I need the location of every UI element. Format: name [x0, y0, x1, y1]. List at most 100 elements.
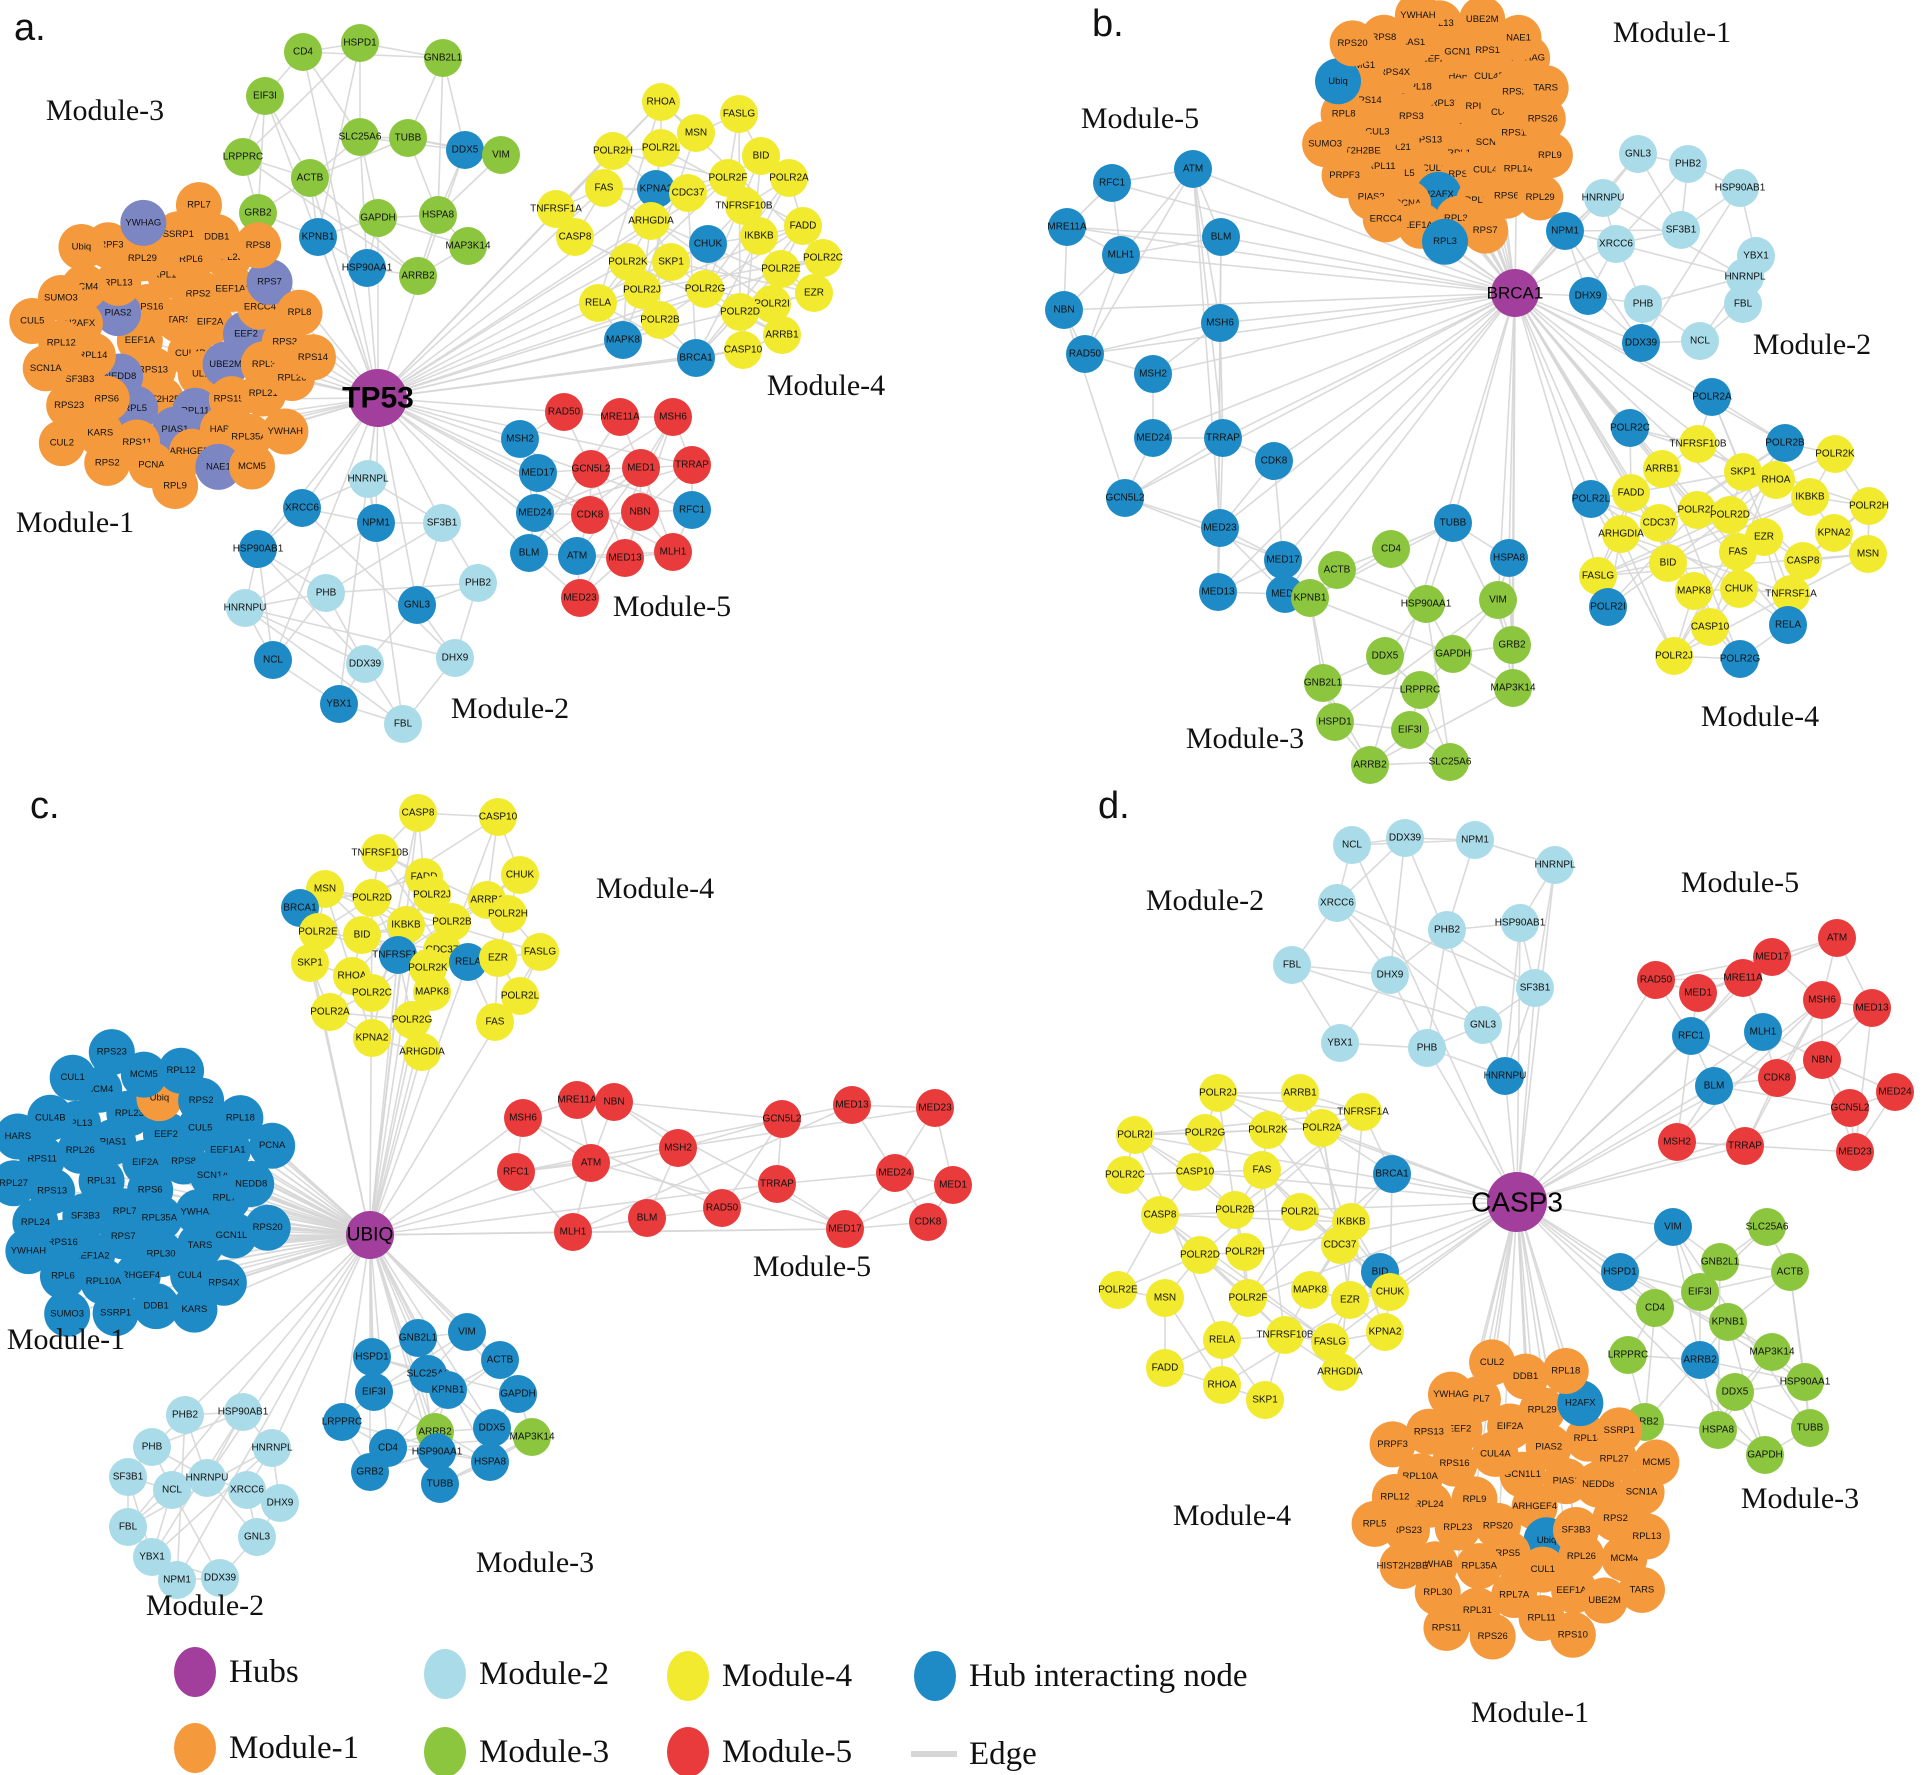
node-label: H2AFX: [65, 318, 96, 329]
node-label: RPS4X: [208, 1277, 240, 1288]
module-node: [1428, 911, 1466, 949]
module-node: [188, 1459, 226, 1497]
node-label: CDK8: [915, 1217, 942, 1228]
module-node: [289, 334, 336, 381]
module-node: [22, 345, 69, 392]
node-label: RPS8: [246, 240, 271, 251]
node-label: MSH6: [509, 1113, 537, 1124]
node-label: MAPK8: [1293, 1285, 1327, 1296]
node-label: RPL18: [1551, 1366, 1580, 1377]
module-node: [554, 1213, 592, 1251]
module-node: [239, 194, 277, 232]
module-node: [1371, 1273, 1409, 1311]
module-label: Module-2: [146, 1589, 264, 1622]
node-label: PHB2: [465, 578, 492, 589]
module-node: [642, 129, 680, 167]
node-label: PIAS2: [105, 308, 132, 319]
node-label: YBX1: [1327, 1038, 1353, 1049]
node-label: NCL: [1342, 840, 1362, 851]
hub-node: [1487, 1172, 1547, 1232]
module-node: [1146, 1279, 1184, 1317]
node-label: FAS: [1253, 1165, 1272, 1176]
module-node: [479, 939, 517, 977]
node-label: FASLG: [723, 109, 755, 120]
node-label: POLR2F: [1678, 505, 1717, 516]
node-label: POLR2I: [1590, 602, 1626, 613]
module-node: [1291, 1271, 1329, 1309]
module-node: [459, 564, 497, 602]
node-label: RPS16: [133, 301, 163, 312]
node-label: CDC37: [1643, 518, 1676, 529]
node-label: POLR2A: [310, 1007, 350, 1018]
node-label: RPL7: [187, 200, 211, 211]
module-node: [238, 1518, 276, 1556]
node-label: YWHAB: [1418, 1559, 1453, 1570]
node-label: ERCC4: [244, 301, 276, 312]
module-node: [1372, 530, 1410, 568]
node-label: YWHAH: [1400, 10, 1436, 21]
node-label: HNRNPL: [1534, 860, 1576, 871]
node-label: RPL26: [1567, 1551, 1596, 1562]
module-node: [1216, 1191, 1254, 1229]
node-label: RPL7: [1466, 1394, 1490, 1405]
node-label: RPS16: [1439, 1458, 1469, 1469]
node-label: HIST2H2BE: [1377, 1560, 1429, 1571]
module-node: [632, 202, 670, 240]
module-node: [1331, 1281, 1369, 1319]
node-label: HSP90AB1: [233, 544, 284, 555]
module-node: [244, 1204, 291, 1251]
node-label: HNRNPL: [347, 474, 389, 485]
module-node: [1691, 608, 1729, 646]
node-label: POLR2E: [1098, 1285, 1138, 1296]
node-label: GCN5L2: [572, 464, 611, 475]
node-label: PHB: [1417, 1043, 1438, 1054]
module-node: [1542, 1348, 1589, 1395]
module-node: [721, 293, 759, 331]
node-label: ACTB: [487, 1355, 514, 1366]
module-node: [346, 645, 384, 683]
node-label: RPL12: [47, 338, 76, 349]
module-node: [510, 534, 548, 572]
module-label: Module-4: [1173, 1499, 1291, 1532]
node-label: RPL6: [179, 254, 203, 265]
node-label: MED23: [1203, 523, 1237, 534]
module-node: [1422, 218, 1469, 265]
module-node: [595, 1083, 633, 1121]
module-node: [1303, 1109, 1341, 1147]
module-label: Module-2: [451, 692, 569, 725]
node-label: YWHAH: [11, 1246, 47, 1257]
node-label: EEF2: [234, 329, 258, 340]
node-label: NEDD8: [1582, 1479, 1614, 1490]
node-label: XRCC6: [1599, 239, 1633, 250]
module-node: [686, 270, 724, 308]
node-label: DDX39: [1625, 338, 1658, 349]
module-node: [1622, 324, 1660, 362]
module-node: [133, 1283, 180, 1330]
node-label: MSN: [1154, 1293, 1176, 1304]
node-label: POLR2J: [623, 285, 661, 296]
legend-label: Module-1: [229, 1730, 359, 1766]
module-node: [1709, 1303, 1747, 1341]
node-label: RPS13: [138, 364, 168, 375]
node-label: RPL23: [214, 252, 243, 263]
node-label: LRPPRC: [1400, 685, 1441, 696]
node-label: HSPA8: [1493, 553, 1525, 564]
node-label: RPL26: [66, 1145, 95, 1156]
node-label: HARS: [5, 1131, 31, 1142]
node-label: ATM: [581, 1158, 601, 1169]
node-label: PRPF3: [1329, 170, 1360, 181]
node-label: HNRNPU: [186, 1473, 229, 1484]
module-node: [725, 187, 763, 225]
node-label: KARS: [87, 428, 113, 439]
module-node: [419, 196, 457, 234]
module-node: [1766, 424, 1804, 462]
node-label: MLH1: [560, 1227, 587, 1238]
module-node: [1045, 291, 1083, 329]
module-node: [1569, 277, 1607, 315]
module-node: [476, 1003, 514, 1041]
module-node: [826, 1210, 864, 1248]
node-label: MED17: [1755, 952, 1789, 963]
module-label: Module-3: [46, 94, 164, 127]
module-node: [49, 1054, 96, 1101]
module-node: [1174, 150, 1212, 188]
